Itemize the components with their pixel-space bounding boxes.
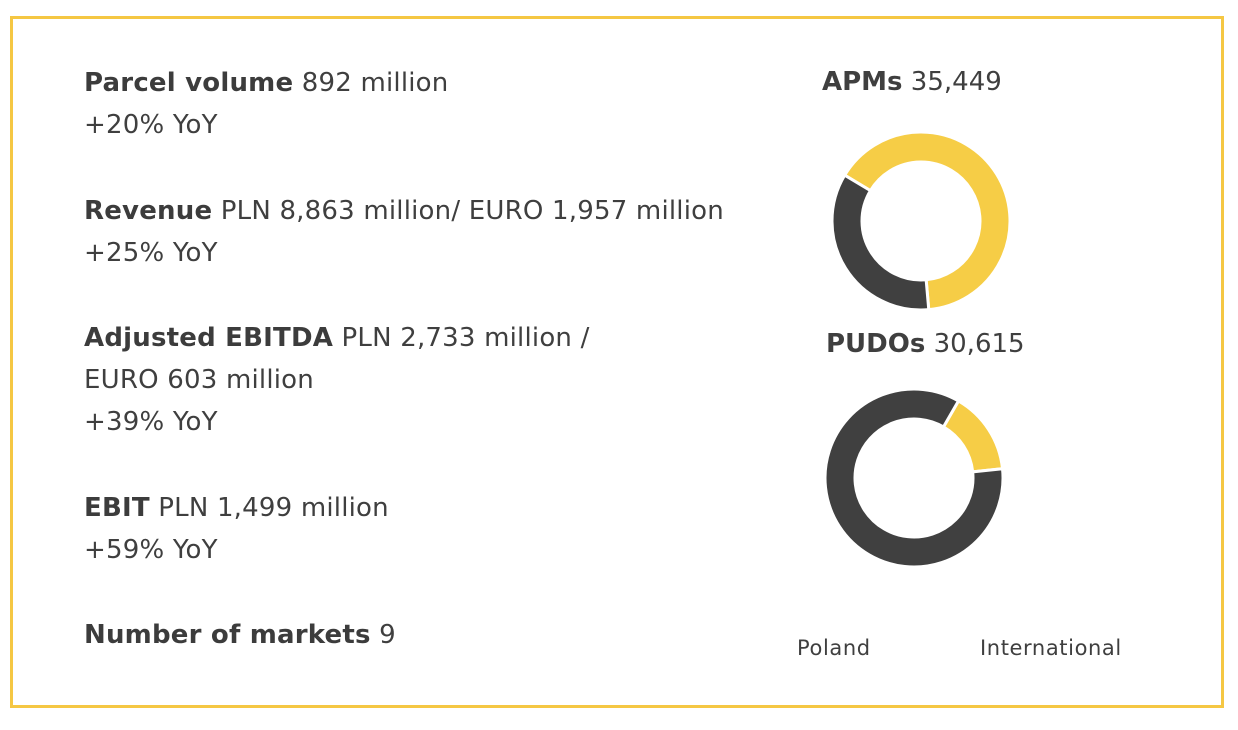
metric-label: Adjusted EBITDA <box>84 323 334 353</box>
metric-value: 9 <box>379 620 396 650</box>
pudo-chart-title: PUDOs 30,615 <box>826 328 1025 360</box>
metric-adjusted-ebitda: Adjusted EBITDA PLN 2,733 million / EURO… <box>84 317 590 443</box>
pudo-donut-chart <box>824 388 1004 568</box>
metric-label: Parcel volume <box>84 68 294 98</box>
apm-chart-title: APMs 35,449 <box>822 66 1002 98</box>
pudo-donut-segments <box>824 388 1004 568</box>
metric-label: Number of markets <box>84 620 371 650</box>
metric-label: Revenue <box>84 196 213 226</box>
metric-parcel-volume: Parcel volume 892 million +20% YoY <box>84 62 448 146</box>
apm-donut-segments <box>830 130 1012 312</box>
metric-revenue: Revenue PLN 8,863 million/ EURO 1,957 mi… <box>84 190 724 274</box>
legend-poland: Poland <box>797 636 871 660</box>
metric-ebit: EBIT PLN 1,499 million +59% YoY <box>84 487 389 571</box>
metric-change: +25% YoY <box>84 238 218 268</box>
pudo-title-label: PUDOs <box>826 329 926 359</box>
apm-donut-chart <box>830 130 1012 312</box>
metric-label: EBIT <box>84 493 150 523</box>
metric-value: 892 million <box>301 68 449 98</box>
donut-segment-international <box>824 388 1004 568</box>
apm-title-label: APMs <box>822 67 903 97</box>
metric-value: PLN 8,863 million/ EURO 1,957 million <box>220 196 724 226</box>
apm-title-value: 35,449 <box>910 67 1002 97</box>
pudo-title-value: 30,615 <box>933 329 1025 359</box>
metric-value: PLN 1,499 million <box>158 493 389 523</box>
legend-international: International <box>980 636 1122 660</box>
content-frame <box>10 16 1224 708</box>
donut-segment-poland <box>842 130 1012 312</box>
donut-segment-international <box>830 173 931 312</box>
metric-value: PLN 2,733 million / <box>341 323 590 353</box>
metric-change: +39% YoY <box>84 407 218 437</box>
metric-change: +20% YoY <box>84 110 218 140</box>
metric-markets: Number of markets 9 <box>84 614 396 656</box>
metric-change: +59% YoY <box>84 535 218 565</box>
metric-value-line2: EURO 603 million <box>84 365 314 395</box>
